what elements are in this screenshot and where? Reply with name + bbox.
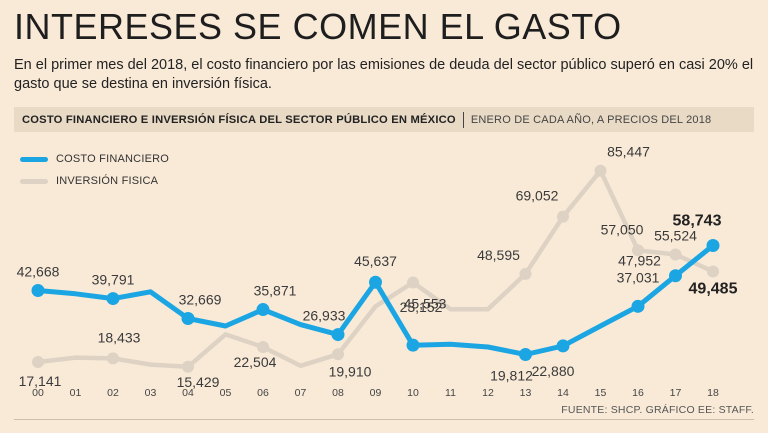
data-label-inversion: 69,052 xyxy=(516,188,559,204)
legend-label-costo: COSTO FINANCIERO xyxy=(56,153,170,165)
x-tick-label: 02 xyxy=(107,387,119,399)
legend-item-inversion: INVERSIÓN FISICA xyxy=(20,171,169,191)
data-label-costo: 35,871 xyxy=(254,283,297,299)
page-title: INTERESES SE COMEN EL GASTO xyxy=(14,6,622,47)
data-point-inversion xyxy=(332,348,344,361)
source-note: FUENTE: SHCP. GRÁFICO EE: STAFF. xyxy=(561,404,754,416)
data-point-costo xyxy=(256,303,270,317)
data-point-costo xyxy=(706,239,720,253)
data-point-inversion xyxy=(407,276,419,289)
data-point-costo xyxy=(106,292,120,306)
x-tick-label: 03 xyxy=(145,387,157,399)
x-tick-label: 09 xyxy=(370,387,382,399)
data-point-costo xyxy=(331,328,345,342)
data-label-inversion: 45,553 xyxy=(404,295,447,311)
subtitle: En el primer mes del 2018, el costo fina… xyxy=(14,57,754,92)
data-point-costo xyxy=(406,338,420,352)
data-point-costo xyxy=(669,269,682,283)
data-point-costo xyxy=(369,275,382,289)
data-point-inversion xyxy=(669,248,682,261)
section-divider xyxy=(462,111,464,128)
legend-item-costo: COSTO FINANCIERO xyxy=(20,149,169,169)
legend-label-inversion: INVERSIÓN FISICA xyxy=(56,175,159,187)
data-label-costo: 58,743 xyxy=(673,213,722,230)
x-tick-label: 01 xyxy=(70,387,82,399)
data-label-costo: 47,952 xyxy=(618,253,661,269)
data-label-inversion: 57,050 xyxy=(601,221,644,237)
data-label-inversion: 18,433 xyxy=(98,329,141,345)
data-label-costo: 39,791 xyxy=(92,272,135,288)
legend: COSTO FINANCIERO INVERSIÓN FISICA xyxy=(20,149,169,193)
data-label-inversion: 85,447 xyxy=(607,144,650,160)
data-label-costo: 45,637 xyxy=(354,253,397,269)
data-point-inversion xyxy=(707,265,719,278)
data-label-inversion: 19,910 xyxy=(329,363,372,379)
data-label-inversion: 49,485 xyxy=(689,280,738,297)
data-label-costo: 19,812 xyxy=(490,368,533,384)
data-label-costo: 42,668 xyxy=(17,264,60,280)
legend-swatch-inversion xyxy=(20,178,48,184)
data-point-costo xyxy=(31,284,45,298)
x-tick-label: 06 xyxy=(257,387,269,399)
footer-divider xyxy=(14,419,754,420)
x-tick-label: 17 xyxy=(670,387,682,399)
data-label-inversion: 48,595 xyxy=(477,247,520,263)
data-point-costo xyxy=(181,312,195,326)
data-label-costo: 23,152 xyxy=(400,299,443,315)
x-tick-label: 10 xyxy=(407,387,419,399)
data-point-costo xyxy=(556,339,570,353)
x-tick-label: 18 xyxy=(707,387,719,399)
data-label-inversion: 17,141 xyxy=(19,373,62,389)
x-tick-label: 07 xyxy=(295,387,307,399)
data-label-inversion: 55,524 xyxy=(654,228,697,244)
data-label-inversion: 22,504 xyxy=(234,354,277,370)
data-point-inversion xyxy=(632,244,644,257)
data-point-inversion xyxy=(32,356,44,369)
x-tick-label: 16 xyxy=(632,387,644,399)
x-tick-label: 05 xyxy=(220,387,232,399)
data-point-inversion xyxy=(257,340,269,353)
x-tick-label: 12 xyxy=(482,387,494,399)
section-title: COSTO FINANCIERO E INVERSIÓN FÍSICA DEL … xyxy=(22,113,456,126)
data-point-inversion xyxy=(594,164,607,177)
x-tick-label: 00 xyxy=(32,387,44,399)
data-point-inversion xyxy=(182,360,194,373)
section-note: ENERO DE CADA AÑO, A PRECIOS DEL 2018 xyxy=(470,113,712,126)
x-tick-label: 15 xyxy=(595,387,607,399)
data-label-inversion: 15,429 xyxy=(177,374,220,390)
x-tick-label: 11 xyxy=(445,387,456,399)
data-point-inversion xyxy=(107,352,119,365)
data-label-costo: 26,933 xyxy=(303,308,346,324)
section-bar: COSTO FINANCIERO E INVERSIÓN FÍSICA DEL … xyxy=(14,107,754,132)
data-point-costo xyxy=(631,299,645,313)
x-tick-label: 08 xyxy=(332,387,344,399)
x-tick-label: 14 xyxy=(557,387,569,399)
legend-swatch-costo xyxy=(20,156,48,162)
data-label-costo: 22,880 xyxy=(532,363,575,379)
data-label-costo: 37,031 xyxy=(617,269,660,285)
data-point-inversion xyxy=(557,210,569,223)
x-tick-label: 13 xyxy=(520,387,532,399)
data-label-costo: 32,669 xyxy=(179,292,222,308)
data-point-inversion xyxy=(519,267,532,280)
x-tick-label: 04 xyxy=(182,387,194,399)
data-point-costo xyxy=(519,348,532,362)
